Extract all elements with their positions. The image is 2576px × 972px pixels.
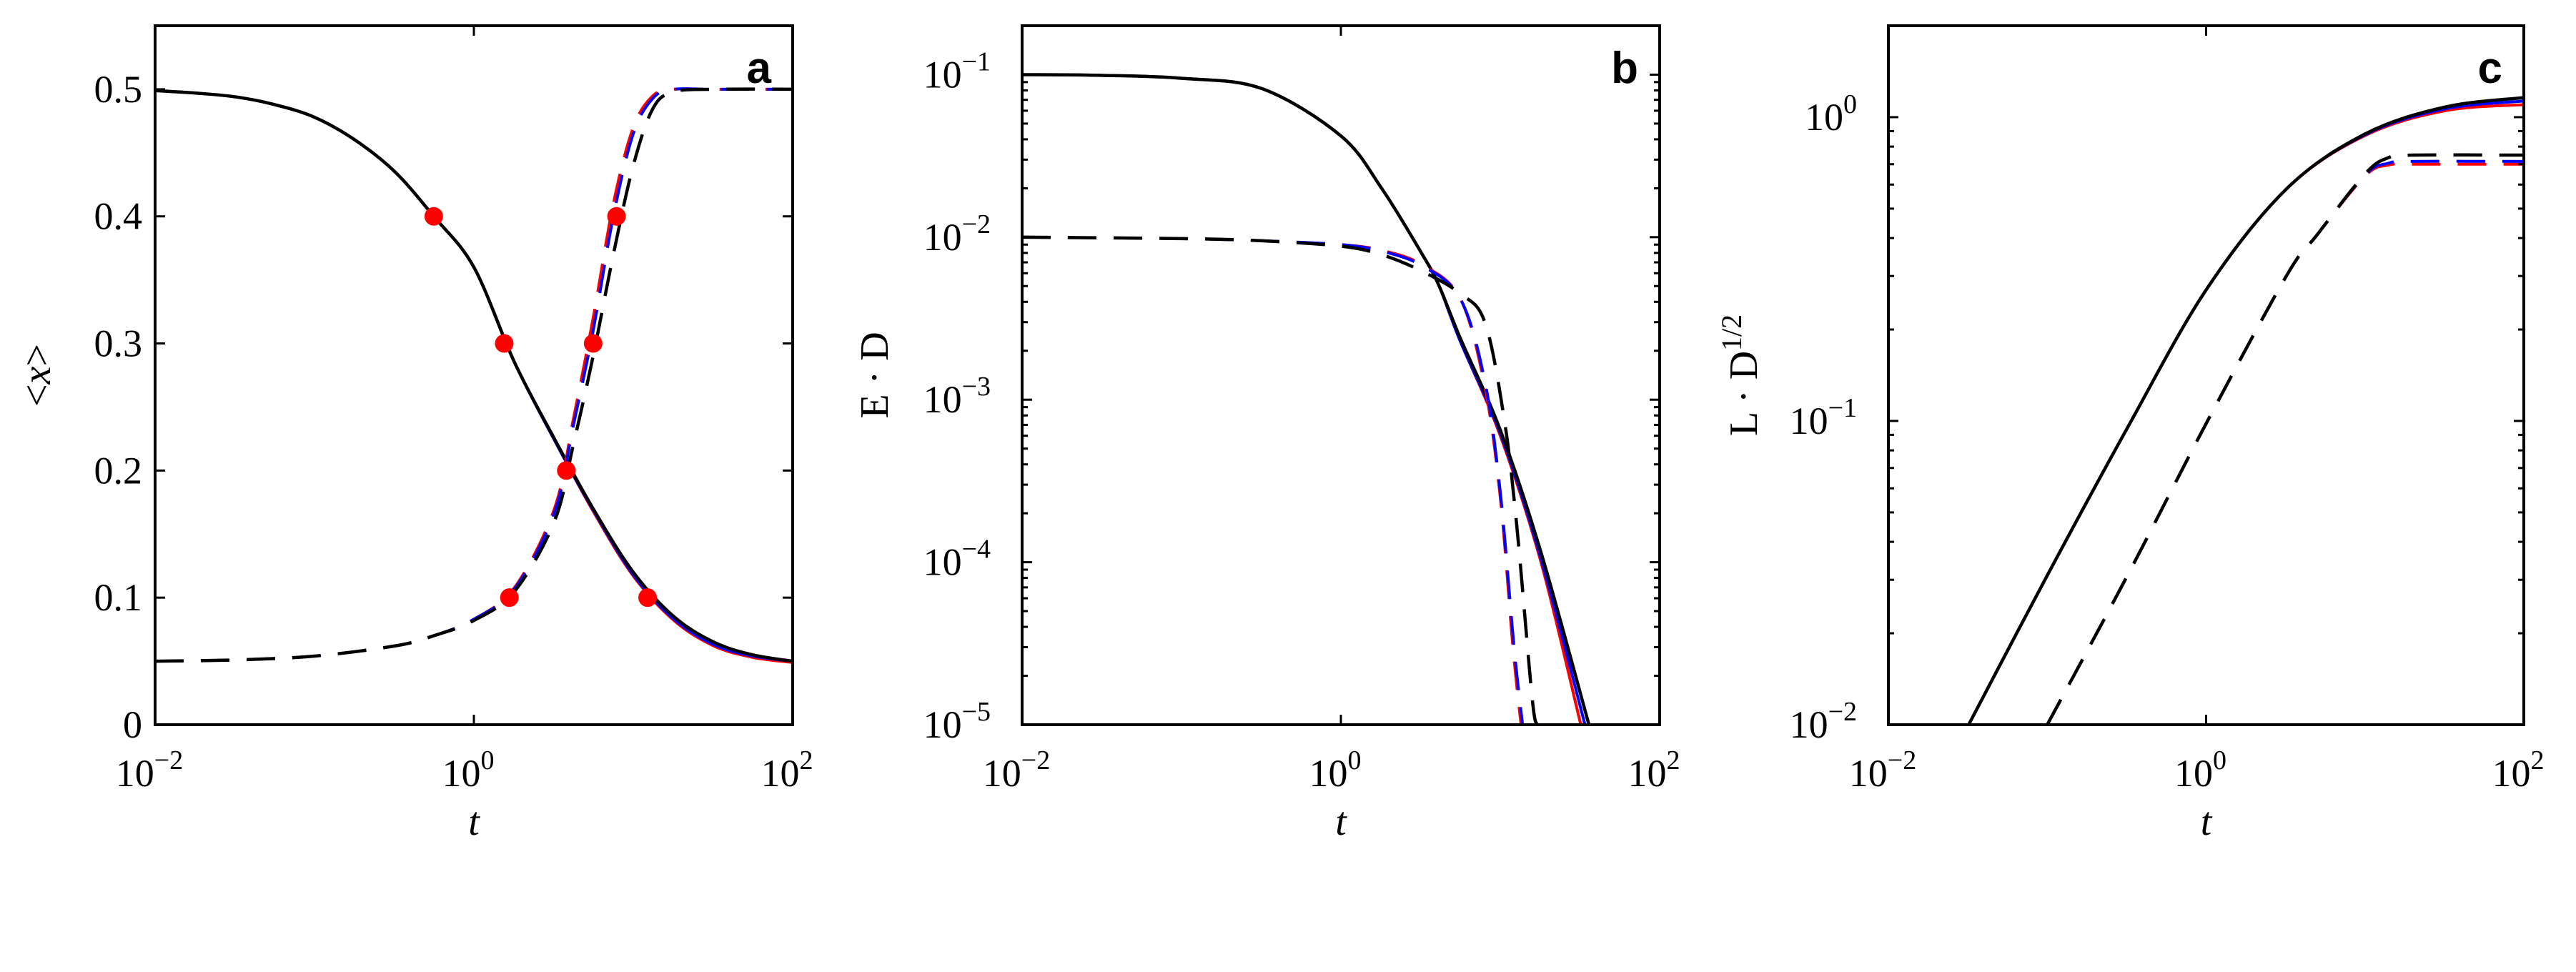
x-tick-label: 100 [2174,745,2226,795]
y-tick-label: 10−2 [1790,697,1857,746]
series-line-black-dashed [155,87,793,663]
y-tick-label: 0.1 [94,576,143,619]
series-line-black-solid [155,89,793,663]
x-axis-label: t [1335,800,1347,844]
series-line-red-solid [1022,73,1582,725]
series-line-black-dashed [1022,235,1539,725]
data-marker [638,588,658,608]
x-tick-label: 10−2 [1849,745,1916,795]
x-tick-label: 10−2 [983,745,1050,795]
chart-panel-b: 10−2 100 102 10−5 10−4 10−3 10−2 10−1 t E · D b [853,24,1680,844]
series-line-black-dashed [2046,153,2524,725]
x-tick-label: 102 [761,745,813,795]
y-tick-label: 0 [123,703,142,746]
y-axis-label: <x> [15,344,59,407]
x-tick-label: 102 [2492,745,2545,795]
data-marker [424,207,443,226]
data-marker [607,207,626,226]
y-tick-label: 10−3 [923,372,991,421]
panel-letter: a [747,44,772,93]
y-tick-label: 0.5 [94,68,143,111]
series-line-red-solid [1967,103,2524,725]
series-line-red-dashed [155,87,793,663]
y-tick-label: 10−5 [923,697,991,746]
data-marker [583,334,603,353]
series-line-blue-dashed [155,86,793,663]
chart-panel-a: 10−2 100 102 0 0.1 0.2 0.3 0.4 0.5 t <x> a [15,24,813,844]
y-tick-label: 0.4 [94,195,143,238]
plot-frame [1887,24,2525,726]
y-axis-label: E · D [853,332,897,418]
series-line-red-dashed [1022,235,1523,725]
x-axis-label: t [2201,800,2213,844]
x-axis-label: t [468,800,480,844]
y-tick-label: 10−2 [923,209,991,259]
data-marker [557,461,576,480]
y-tick-label: 10−4 [923,535,991,584]
panel-letter: c [2478,44,2502,93]
y-tick-label: 0.2 [94,449,143,492]
series-line-red-solid [155,89,793,664]
panel-letter: b [1611,44,1638,93]
y-tick-label: 100 [1805,89,1857,139]
plot-frame [1021,24,1661,726]
y-tick-label: 0.3 [94,322,143,365]
x-tick-label: 100 [442,745,495,795]
series-line-blue-solid [1967,99,2524,725]
y-axis-label: L · D1/2 [1715,314,1766,436]
data-marker [495,334,514,353]
x-tick-label: 100 [1309,745,1362,795]
x-tick-label: 10−2 [116,745,183,795]
series-group [1022,73,1591,725]
series-line-black-solid [1022,73,1591,725]
y-tick-label: 10−1 [1790,393,1857,442]
series-group [155,86,793,664]
series-line-black-solid [1967,96,2524,725]
data-marker [500,588,519,608]
y-tick-label: 10−1 [923,46,991,96]
series-line-blue-solid [155,89,793,663]
series-group [1967,96,2524,725]
chart-panel-c: 10−2 100 102 10−2 10−1 100 t L · D1/2 c [1715,24,2545,844]
x-tick-label: 102 [1628,745,1680,795]
